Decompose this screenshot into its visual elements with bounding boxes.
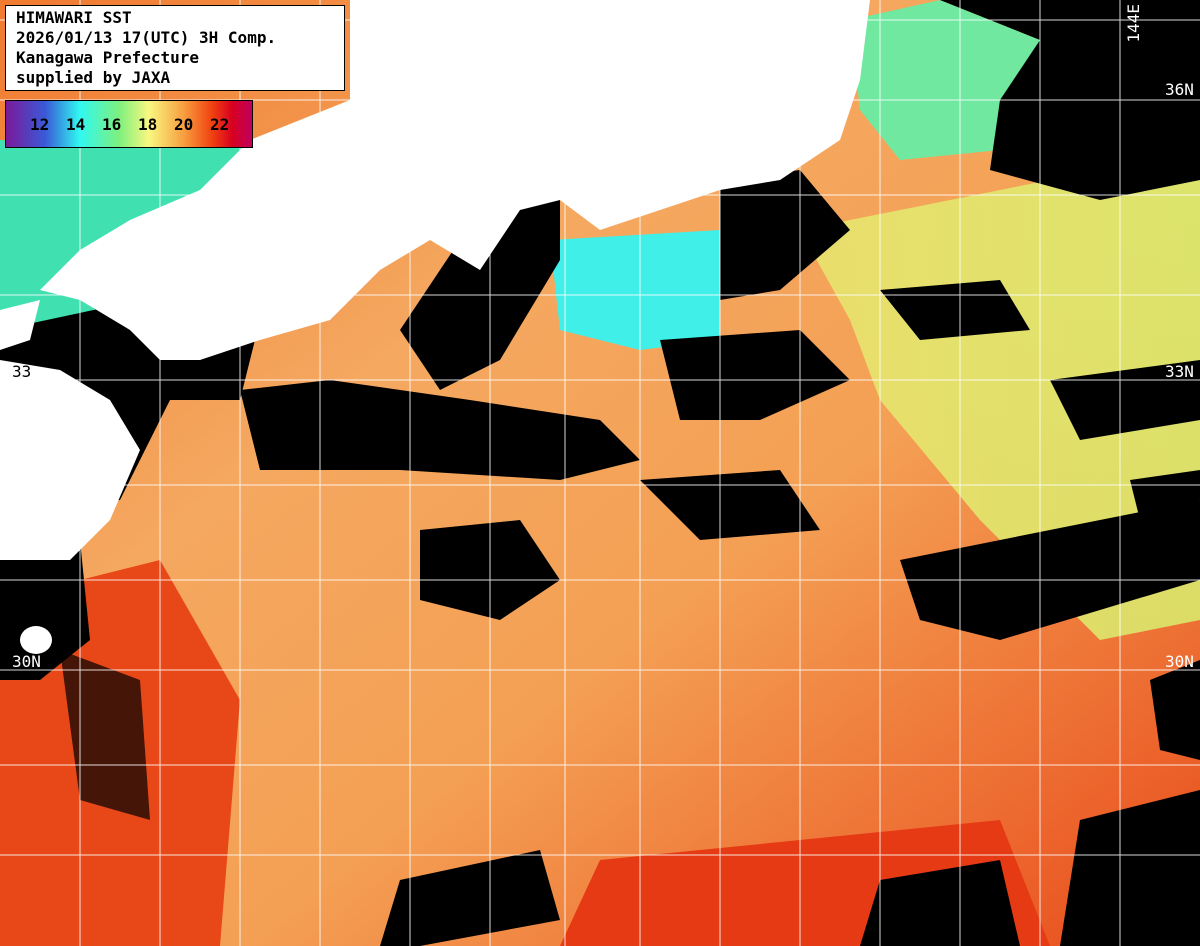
cyan-northeast: [850, 0, 1040, 160]
lat-label: 30N: [12, 652, 41, 671]
legend-label: 22: [210, 114, 230, 134]
lat-label: 33N: [1165, 362, 1194, 381]
legend-label: 12: [30, 114, 50, 134]
title-line: HIMAWARI SST: [16, 8, 132, 27]
legend-label: 20: [174, 114, 194, 134]
title-line: 2026/01/13 17(UTC) 3H Comp.: [16, 28, 277, 47]
land: [0, 0, 870, 654]
title-box: HIMAWARI SST 2026/01/13 17(UTC) 3H Comp.…: [5, 5, 345, 91]
lat-label: 36N: [1165, 80, 1194, 99]
legend-label: 14: [66, 114, 86, 134]
cool-sea-east: [800, 150, 1200, 640]
color-legend: 12 14 16 18 20 22: [5, 100, 253, 148]
lat-label: 33: [12, 362, 32, 381]
legend-label: 18: [138, 114, 158, 134]
title-line: supplied by JAXA: [16, 68, 171, 87]
title-line: Kanagawa Prefecture: [16, 48, 200, 67]
lon-label: 144E: [1124, 4, 1143, 43]
cyan-bay: [550, 230, 720, 350]
legend-label: 16: [102, 114, 122, 134]
lat-label: 30N: [1165, 652, 1194, 671]
lon-label: 136E: [482, 4, 501, 43]
